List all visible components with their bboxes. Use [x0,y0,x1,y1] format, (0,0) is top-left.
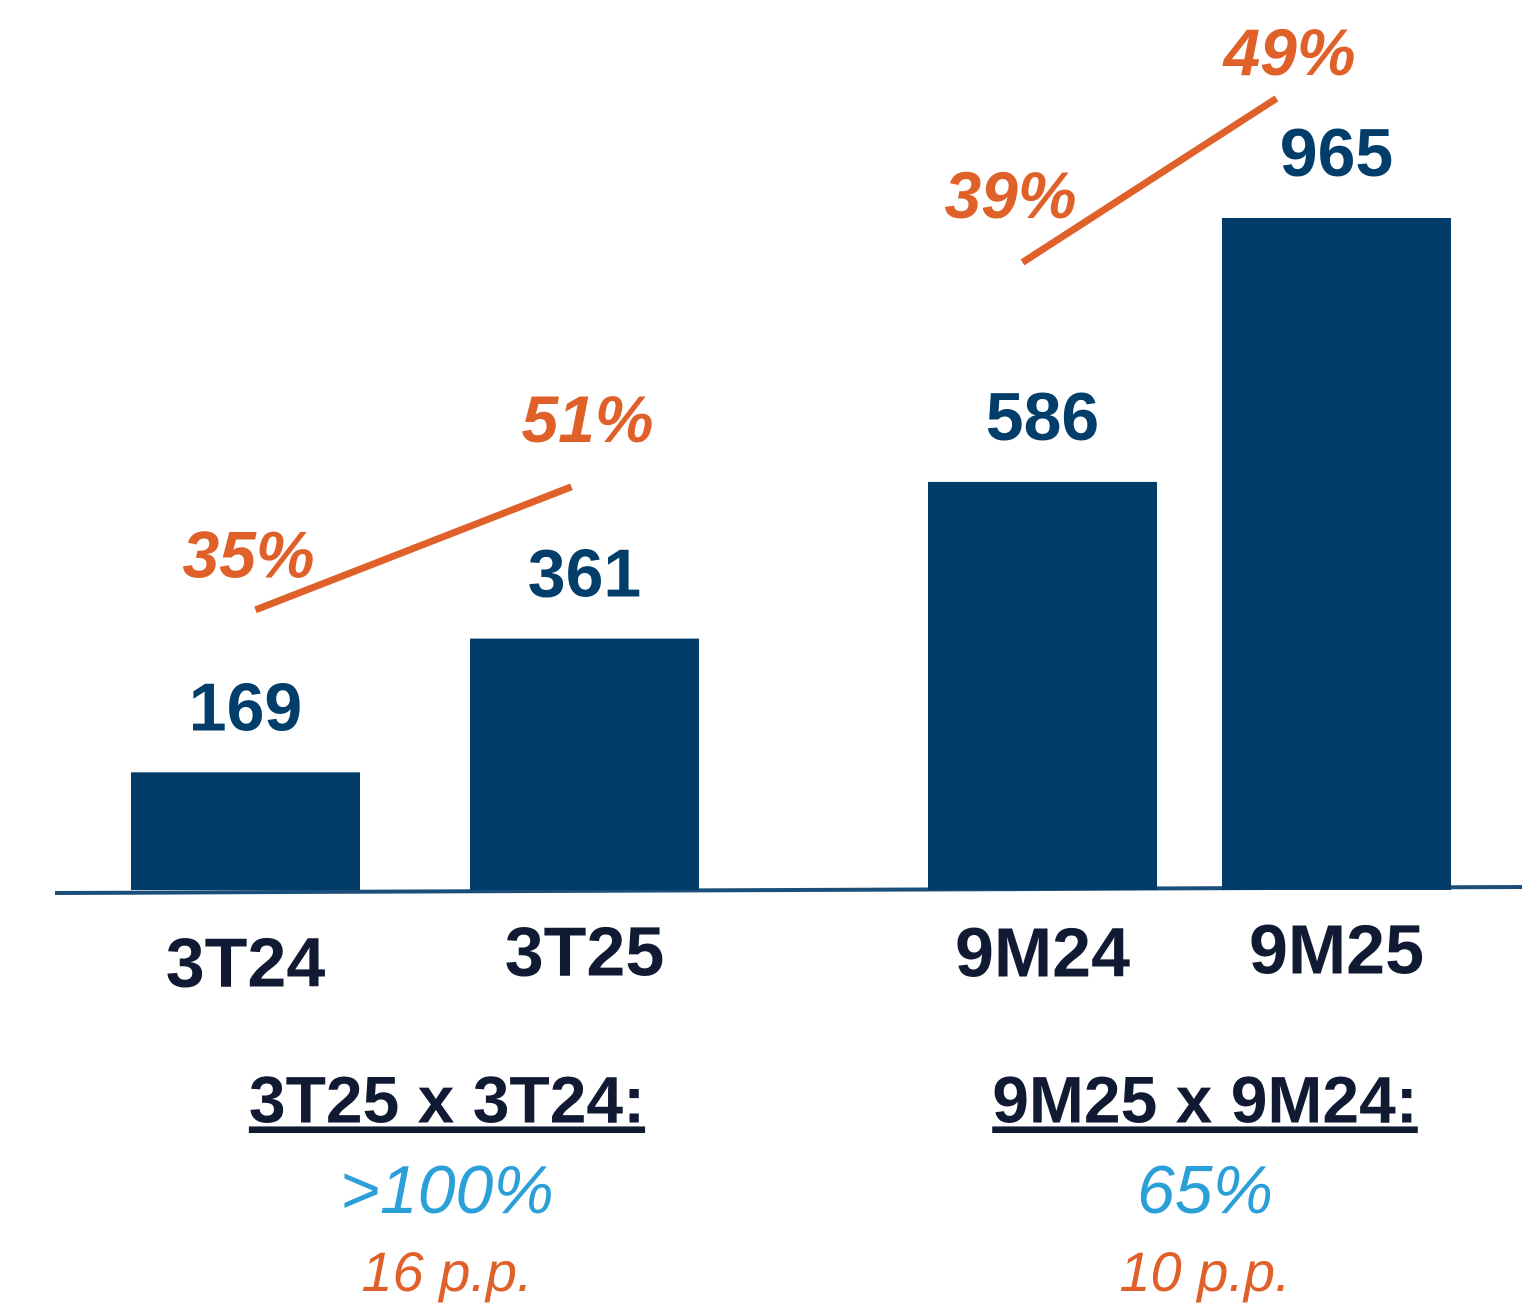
margin-label: 49% [1221,15,1355,89]
comparison-pp: 16 p.p. [361,1240,532,1303]
margin-line [1020,95,1279,266]
comparison-growth: 65% [1137,1152,1273,1228]
value-label: 586 [986,379,1099,455]
margin-label: 39% [944,158,1076,232]
value-label: 169 [189,669,302,745]
comparison-title: 9M25 x 9M24: [992,1062,1418,1136]
margin-label: 51% [521,382,653,456]
category-label: 9M25 [1249,910,1424,988]
bar [131,772,360,890]
value-label: 965 [1280,115,1393,191]
category-label: 3T24 [166,923,326,1001]
margin-label: 35% [182,517,314,591]
comparison-growth: >100% [340,1152,554,1228]
comparison-title: 3T25 x 3T24: [249,1062,645,1136]
margin-line [254,483,573,614]
bar [470,638,699,890]
bar [1222,218,1451,890]
category-label: 9M24 [955,913,1130,991]
bar [928,481,1157,890]
value-label: 361 [528,536,641,612]
comparison-pp: 10 p.p. [1119,1240,1290,1303]
category-label: 3T25 [505,912,665,990]
